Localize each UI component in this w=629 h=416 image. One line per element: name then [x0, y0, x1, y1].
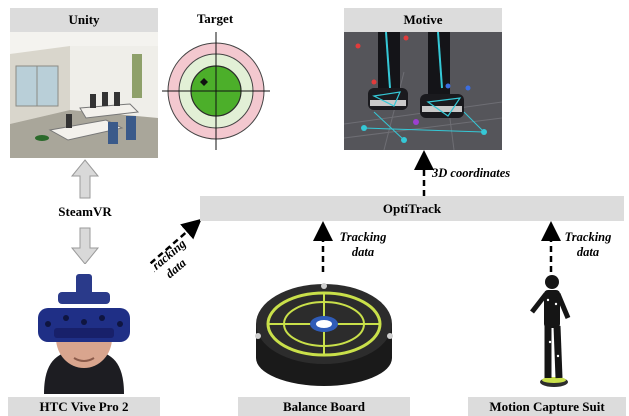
steamvr-double-arrow	[68, 158, 102, 266]
hmd-label: HTC Vive Pro 2	[8, 397, 160, 416]
motive-label: Motive	[344, 8, 502, 32]
balance-board-photo	[252, 272, 396, 390]
mocap-suit-photo	[522, 270, 582, 392]
suit-tracking-line1: Tracking	[564, 230, 612, 244]
suit-label: Motion Capture Suit	[468, 397, 626, 416]
hmd-photo	[14, 264, 154, 394]
motive-scene-image	[344, 32, 502, 150]
unity-scene-image	[10, 32, 158, 158]
coords-label: 3D coordinates	[432, 166, 511, 180]
suit-tracking-line2: data	[576, 245, 600, 259]
board-tracking-label: Tracking data	[333, 230, 393, 260]
target-label: Target	[196, 11, 234, 26]
steamvr-label: SteamVR	[52, 203, 118, 221]
suit-tracking-label: Tracking data	[558, 230, 618, 260]
board-label: Balance Board	[238, 397, 410, 416]
unity-label: Unity	[10, 8, 158, 32]
optitrack-hub: OptiTrack	[200, 196, 624, 221]
board-tracking-line2: data	[351, 245, 375, 259]
board-tracking-line1: Tracking	[339, 230, 387, 244]
target-image	[160, 30, 272, 152]
